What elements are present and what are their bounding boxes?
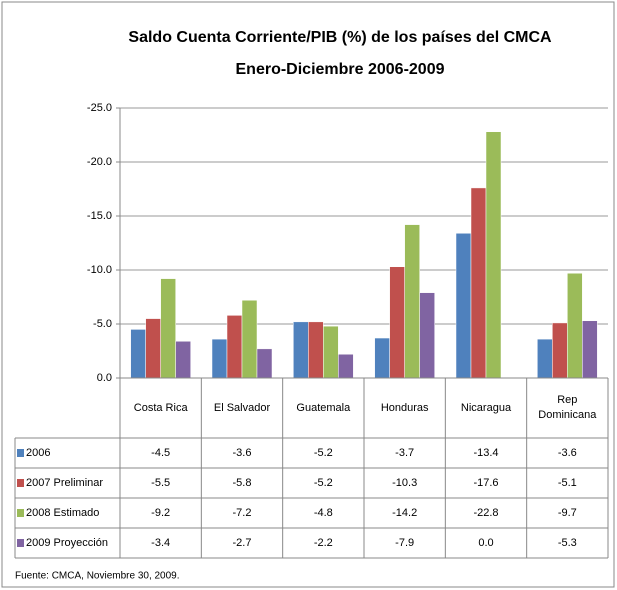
bar xyxy=(293,321,309,379)
table-value: -5.8 xyxy=(232,476,252,489)
table-value: -5.2 xyxy=(313,476,333,489)
bar xyxy=(552,322,568,379)
bar xyxy=(338,353,354,379)
table-value: -14.2 xyxy=(392,506,418,519)
table-value: -5.3 xyxy=(557,536,577,549)
table-value: -5.1 xyxy=(557,476,577,489)
bar xyxy=(130,329,146,379)
source-note: Fuente: CMCA, Noviembre 30, 2009. xyxy=(15,571,180,582)
legend-swatch xyxy=(17,479,24,487)
table-value: -4.8 xyxy=(313,506,333,519)
table-value: -3.7 xyxy=(395,446,415,459)
category-label: Rep Dominicana xyxy=(538,394,597,421)
table-value: -3.6 xyxy=(557,446,577,459)
chart-title: Saldo Cuenta Corriente/PIB (%) de los pa… xyxy=(128,29,552,46)
table-value: -2.2 xyxy=(313,536,333,549)
legend-entry: 2007 Preliminar xyxy=(15,468,120,498)
bar xyxy=(160,278,176,379)
bar xyxy=(419,292,435,379)
table-value: -9.2 xyxy=(151,506,171,519)
legend-swatch xyxy=(17,509,24,517)
bar xyxy=(323,325,339,379)
category-label: Honduras xyxy=(380,401,429,414)
bar xyxy=(256,348,273,379)
chart-subtitle: Enero-Diciembre 2006-2009 xyxy=(236,61,445,78)
legend-label: 2007 Preliminar xyxy=(26,476,104,489)
table-value: -5.5 xyxy=(151,476,171,489)
table-value: -13.4 xyxy=(473,446,499,459)
category-label: Nicaragua xyxy=(460,401,512,414)
bar xyxy=(567,272,583,379)
table-value: -10.3 xyxy=(392,476,418,489)
legend-label: 2008 Estimado xyxy=(26,506,100,519)
bar xyxy=(404,224,420,379)
table-value: -4.5 xyxy=(151,446,171,459)
bar xyxy=(374,337,390,379)
bar xyxy=(211,338,228,379)
legend-label: 2009 Proyección xyxy=(26,536,108,549)
bar xyxy=(226,315,243,379)
bar xyxy=(485,131,502,379)
bar xyxy=(455,233,472,379)
category-label: Guatemala xyxy=(296,401,351,414)
y-tick-label: -25.0 xyxy=(87,102,112,114)
table-value: -9.7 xyxy=(557,506,577,519)
table-value: 0.0 xyxy=(478,536,494,549)
legend-swatch xyxy=(17,539,24,547)
y-tick-label: -10.0 xyxy=(87,264,112,276)
table-value: -3.6 xyxy=(232,446,252,459)
y-tick-label: -5.0 xyxy=(93,318,112,330)
bar xyxy=(389,266,405,379)
table-value: -17.6 xyxy=(473,476,499,489)
category-label: Costa Rica xyxy=(133,401,188,414)
bar xyxy=(241,299,258,379)
y-tick-label: -15.0 xyxy=(87,210,112,222)
legend-entry: 2008 Estimado xyxy=(15,498,120,528)
bar xyxy=(537,338,553,379)
bar xyxy=(308,321,324,379)
table-value: -5.2 xyxy=(313,446,333,459)
legend-label: 2006 xyxy=(26,446,51,459)
bar xyxy=(470,187,487,379)
y-tick-label: -20.0 xyxy=(87,156,112,168)
table-value: -2.7 xyxy=(232,536,252,549)
category-label: El Salvador xyxy=(213,401,271,414)
bar xyxy=(175,341,191,379)
y-tick-label: 0.0 xyxy=(97,372,112,384)
table-value: -22.8 xyxy=(473,506,499,519)
legend-swatch xyxy=(17,449,24,457)
table-value: -3.4 xyxy=(151,536,171,549)
bar xyxy=(145,318,161,379)
table-value: -7.9 xyxy=(395,536,415,549)
table-value: -7.2 xyxy=(232,506,252,519)
legend-entry: 2006 xyxy=(15,438,120,468)
bar xyxy=(582,320,598,379)
legend-entry: 2009 Proyección xyxy=(15,528,120,558)
